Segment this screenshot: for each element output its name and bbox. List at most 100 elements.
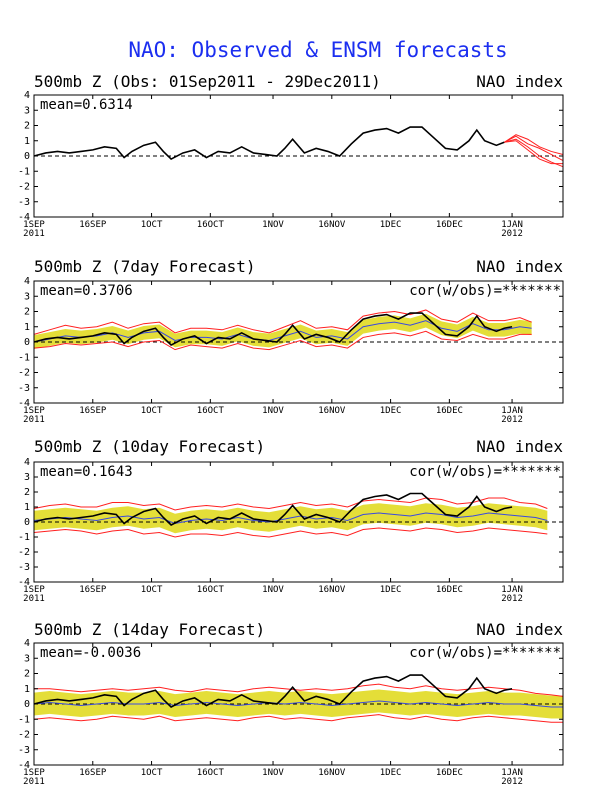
chart-0-ytick-label-7: -3 <box>18 197 30 208</box>
chart-3-member-line-1 <box>33 714 563 723</box>
chart-3-ytick-label-7: -3 <box>18 745 30 756</box>
chart-0-ytick-label-0: 4 <box>24 90 30 101</box>
chart-3-xtick-label-1: 16SEP <box>79 768 107 778</box>
chart-2-xtick-label-1: 16SEP <box>79 585 107 595</box>
chart-2-index-label: NAO index <box>476 437 563 456</box>
chart-3-cor-label: cor(w/obs)=******* <box>409 645 561 661</box>
chart-2-xtick-label-4: 1NOV <box>262 585 284 595</box>
chart-1-ytick-label-4: 0 <box>24 337 30 348</box>
chart-3-ytick-label-2: 2 <box>24 669 30 680</box>
chart-3-xtick-label-0: 1SEP <box>23 768 45 778</box>
chart-2-xtick-label-0: 1SEP <box>23 585 45 595</box>
chart-3-xtick-sub-8: 2012 <box>501 777 523 787</box>
chart-1-index-label: NAO index <box>476 257 563 276</box>
chart-1-xtick-sub-0: 2011 <box>23 415 45 425</box>
chart-2-xtick-label-5: 16NOV <box>318 585 346 595</box>
chart-2-ytick-label-6: -2 <box>18 547 30 558</box>
chart-1-ytick-label-6: -2 <box>18 368 30 379</box>
chart-1-member-line-0 <box>33 309 532 335</box>
chart-3-xtick-label-2: 1OCT <box>141 768 163 778</box>
chart-1-ytick-label-2: 2 <box>24 307 30 318</box>
chart-2-ensmean-line <box>33 512 548 525</box>
chart-1-cor-label: cor(w/obs)=******* <box>409 283 561 299</box>
chart-0-xtick-sub-0: 2011 <box>23 229 45 239</box>
chart-0-member-line-1 <box>504 138 564 168</box>
chart-1-mean-label: mean=0.3706 <box>40 283 133 299</box>
chart-0-member-line-2 <box>503 134 564 155</box>
chart-0-title: 500mb Z (Obs: 01Sep2011 - 29Dec2011) <box>34 72 381 91</box>
chart-0-xtick-label-4: 1NOV <box>262 220 284 230</box>
chart-2-ytick-label-0: 4 <box>24 457 30 468</box>
chart-2-xtick-sub-8: 2012 <box>501 594 523 604</box>
chart-2-ytick-label-5: -1 <box>18 532 30 543</box>
chart-3-ytick-label-8: -4 <box>18 760 30 771</box>
chart-1-xtick-label-3: 16OCT <box>197 406 225 416</box>
chart-1-ytick-label-5: -1 <box>18 352 30 363</box>
chart-1-spread-band <box>34 313 532 349</box>
page-title: NAO: Observed & ENSM forecasts <box>128 38 508 62</box>
chart-0-xtick-label-8: 1JAN <box>501 220 523 230</box>
chart-2-member-line-1 <box>33 527 548 538</box>
chart-3-ytick-label-5: -1 <box>18 714 30 725</box>
chart-3-spread-band <box>34 689 563 719</box>
chart-3-observed-line <box>33 674 513 709</box>
chart-2-ytick-label-8: -4 <box>18 577 30 588</box>
chart-2-observed-line <box>33 492 513 526</box>
chart-3-ytick-label-0: 4 <box>24 638 30 649</box>
chart-1-xtick-sub-8: 2012 <box>501 415 523 425</box>
chart-3-xtick-sub-0: 2011 <box>23 777 45 787</box>
chart-0-index-label: NAO index <box>476 72 563 91</box>
chart-0-ytick-label-1: 3 <box>24 105 30 116</box>
chart-3-member-line-0 <box>34 683 564 697</box>
chart-0-member-line-3 <box>504 140 563 165</box>
chart-0-member-line-0 <box>503 135 564 162</box>
chart-2-xtick-label-3: 16OCT <box>197 585 225 595</box>
chart-3-index-label: NAO index <box>476 620 563 639</box>
chart-3-ytick-label-6: -2 <box>18 730 30 741</box>
chart-0-xtick-label-6: 1DEC <box>380 220 402 230</box>
chart-2-xtick-sub-0: 2011 <box>23 594 45 604</box>
chart-1-xtick-label-5: 16NOV <box>318 406 346 416</box>
chart-2-ytick-label-2: 2 <box>24 487 30 498</box>
chart-1-ensmean-line <box>33 320 532 343</box>
chart-0-mean-label: mean=0.6314 <box>40 97 133 113</box>
chart-3-xtick-label-7: 16DEC <box>436 768 463 778</box>
chart-0-ytick-label-4: 0 <box>24 151 30 162</box>
chart-0-xtick-label-7: 16DEC <box>436 220 463 230</box>
chart-1-member-line-1 <box>33 330 532 351</box>
chart-1-xtick-label-4: 1NOV <box>262 406 284 416</box>
chart-1-xtick-label-2: 1OCT <box>141 406 163 416</box>
chart-3-xtick-label-8: 1JAN <box>501 768 523 778</box>
chart-3-xtick-label-5: 16NOV <box>318 768 346 778</box>
chart-1-title: 500mb Z (7day Forecast) <box>34 257 256 276</box>
chart-1-xtick-label-0: 1SEP <box>23 406 45 416</box>
chart-2-xtick-label-8: 1JAN <box>501 585 523 595</box>
chart-1-ytick-label-3: 1 <box>24 322 30 333</box>
chart-0-xtick-label-2: 1OCT <box>141 220 163 230</box>
chart-0-ytick-label-3: 1 <box>24 136 30 147</box>
chart-1-observed-line <box>33 312 513 347</box>
chart-3-title: 500mb Z (14day Forecast) <box>34 620 265 639</box>
chart-1-xtick-label-1: 16SEP <box>79 406 107 416</box>
chart-2-cor-label: cor(w/obs)=******* <box>409 464 561 480</box>
chart-2-member-line-0 <box>33 497 548 511</box>
chart-1-ytick-label-7: -3 <box>18 383 30 394</box>
chart-2-ytick-label-7: -3 <box>18 562 30 573</box>
chart-2-mean-label: mean=0.1643 <box>40 464 133 480</box>
chart-3-ytick-label-1: 3 <box>24 653 30 664</box>
chart-2-ytick-label-3: 1 <box>24 502 30 513</box>
chart-0-xtick-label-1: 16SEP <box>79 220 107 230</box>
chart-1-ytick-label-0: 4 <box>24 276 30 287</box>
chart-1-xtick-label-6: 1DEC <box>380 406 402 416</box>
chart-2-ytick-label-1: 3 <box>24 472 30 483</box>
chart-2-ytick-label-4: 0 <box>24 517 30 528</box>
chart-3-ytick-label-4: 0 <box>24 699 30 710</box>
chart-0-xtick-label-3: 16OCT <box>197 220 225 230</box>
chart-2-xtick-label-7: 16DEC <box>436 585 463 595</box>
chart-0-xtick-sub-8: 2012 <box>501 229 523 239</box>
chart-1-xtick-label-8: 1JAN <box>501 406 523 416</box>
chart-3-xtick-label-3: 16OCT <box>197 768 225 778</box>
chart-2-xtick-label-2: 1OCT <box>141 585 163 595</box>
chart-0-ytick-label-8: -4 <box>18 212 30 223</box>
